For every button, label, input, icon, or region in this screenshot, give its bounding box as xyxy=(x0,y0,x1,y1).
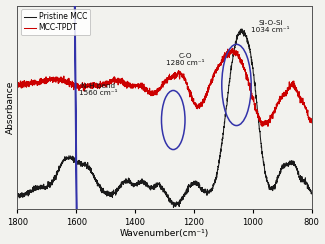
MCC-TPDT xyxy=(266,125,270,128)
MCC-TPDT xyxy=(301,101,305,104)
Pristine MCC xyxy=(301,179,305,182)
MCC-TPDT xyxy=(309,121,313,124)
MCC-TPDT xyxy=(301,103,305,106)
Text: N-H bend
1560 cm⁻¹: N-H bend 1560 cm⁻¹ xyxy=(79,83,118,96)
Pristine MCC xyxy=(15,193,19,196)
MCC-TPDT xyxy=(231,47,235,50)
Pristine MCC xyxy=(150,186,154,189)
Line: Pristine MCC: Pristine MCC xyxy=(17,29,311,208)
MCC-TPDT xyxy=(247,84,251,87)
Pristine MCC xyxy=(240,27,244,30)
Legend: Pristine MCC, MCC-TPDT: Pristine MCC, MCC-TPDT xyxy=(21,9,90,35)
MCC-TPDT xyxy=(150,92,154,95)
Pristine MCC xyxy=(301,180,305,183)
MCC-TPDT xyxy=(31,81,34,84)
Text: C-O
1280 cm⁻¹: C-O 1280 cm⁻¹ xyxy=(166,53,204,66)
MCC-TPDT xyxy=(15,80,19,83)
X-axis label: Wavenumber(cm⁻¹): Wavenumber(cm⁻¹) xyxy=(120,229,209,238)
Y-axis label: Absorbance: Absorbance xyxy=(6,81,15,134)
Pristine MCC xyxy=(309,192,313,195)
Pristine MCC xyxy=(247,47,251,50)
Line: MCC-TPDT: MCC-TPDT xyxy=(17,48,311,126)
Pristine MCC xyxy=(31,189,34,192)
Text: Si-O-Si
1034 cm⁻¹: Si-O-Si 1034 cm⁻¹ xyxy=(251,20,290,33)
MCC-TPDT xyxy=(158,87,162,90)
Pristine MCC xyxy=(172,206,176,209)
Pristine MCC xyxy=(158,183,162,186)
